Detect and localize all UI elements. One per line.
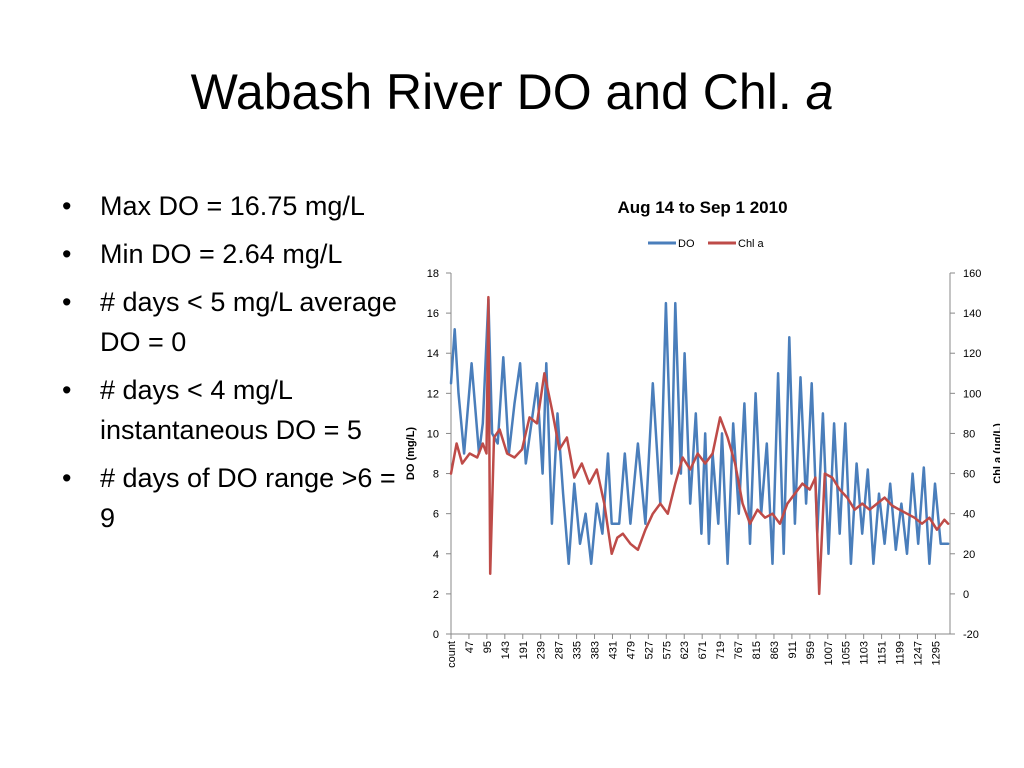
do-chl-line-chart: Aug 14 to Sep 1 2010 DO Chl a 0 2 4 6 8 10 12 14 16… xyxy=(405,198,1000,668)
left-tick-label: 16 xyxy=(427,308,439,320)
left-tick-label: 12 xyxy=(427,388,439,400)
bullet-dot-icon: • xyxy=(62,239,72,269)
x-tick-label: 1151 xyxy=(877,641,889,665)
bullet-text: # days < 4 mg/L instantaneous DO = 5 xyxy=(100,375,362,445)
legend-item: Chl a xyxy=(708,238,765,250)
left-tick-label: 4 xyxy=(433,549,439,561)
x-tick-label: 143 xyxy=(500,641,512,659)
bullet-item: • # days < 4 mg/L instantaneous DO = 5 xyxy=(60,370,410,450)
chl-a-series-line xyxy=(449,295,950,596)
left-tick-label: 10 xyxy=(427,428,439,440)
x-tick-label: 575 xyxy=(661,641,673,659)
bullet-dot-icon: • xyxy=(62,375,72,405)
right-tick-label: 60 xyxy=(963,469,975,481)
x-tick-label: 1247 xyxy=(912,641,924,665)
x-tick-label: 191 xyxy=(518,641,530,659)
right-tick-label: 120 xyxy=(963,348,981,360)
x-tick-label: 1007 xyxy=(823,641,835,665)
left-tick-label: 18 xyxy=(427,268,439,280)
chart-legend: DO Chl a xyxy=(648,238,765,250)
left-tick-label: 14 xyxy=(427,348,439,360)
right-tick-label: 40 xyxy=(963,509,975,521)
right-tick-label: 20 xyxy=(963,549,975,561)
x-tick-label: 527 xyxy=(643,641,655,659)
x-tick-label: 767 xyxy=(733,641,745,659)
bullet-item: • # days < 5 mg/L average DO = 0 xyxy=(60,282,410,362)
bullet-text: Max DO = 16.75 mg/L xyxy=(100,191,365,221)
bullet-list: • Max DO = 16.75 mg/L • Min DO = 2.64 mg/L… xyxy=(60,186,410,546)
x-tick-label: count xyxy=(446,641,458,668)
x-tick-label: 47 xyxy=(464,641,476,653)
bullet-text: Min DO = 2.64 mg/L xyxy=(100,239,343,269)
left-tick-label: 0 xyxy=(433,629,439,641)
bullet-item: • Max DO = 16.75 mg/L xyxy=(60,186,410,226)
x-tick-label: 95 xyxy=(482,641,494,653)
x-tick-label: 287 xyxy=(554,641,566,659)
bullet-text: # days of DO range >6 = 9 xyxy=(100,463,396,533)
x-tick-label: 383 xyxy=(590,641,602,659)
x-tick-label: 959 xyxy=(805,641,817,659)
x-tick-label: 239 xyxy=(536,641,548,659)
x-tick-label: 911 xyxy=(787,641,799,659)
chart-title: Aug 14 to Sep 1 2010 xyxy=(617,198,787,217)
right-tick-label: 140 xyxy=(963,308,981,320)
right-tick-label: 0 xyxy=(963,589,969,601)
y-axis-title-left: DO (mg/L) xyxy=(405,427,417,480)
bullet-item: • Min DO = 2.64 mg/L xyxy=(60,234,410,274)
x-tick-label: 335 xyxy=(572,641,584,659)
x-tick-label: 815 xyxy=(751,641,763,659)
right-tick-label: 80 xyxy=(963,428,975,440)
left-tick-label: 6 xyxy=(433,509,439,521)
left-tick-label: 8 xyxy=(433,469,439,481)
right-tick-label: 100 xyxy=(963,388,981,400)
x-tick-label: 1103 xyxy=(859,641,871,665)
slide-title: Wabash River DO and Chl. a xyxy=(0,62,1024,122)
bullet-dot-icon: • xyxy=(62,463,72,493)
x-tick-label: 431 xyxy=(607,641,619,659)
slide-title-italic: a xyxy=(805,64,834,120)
x-tick-label: 863 xyxy=(769,641,781,659)
legend-label: DO xyxy=(678,238,695,250)
bullet-dot-icon: • xyxy=(62,191,72,221)
x-tick-label: 1055 xyxy=(841,641,853,665)
bullet-item: • # days of DO range >6 = 9 xyxy=(60,458,410,538)
bullet-dot-icon: • xyxy=(62,287,72,317)
x-tick-label: 479 xyxy=(625,641,637,659)
left-tick-label: 2 xyxy=(433,589,439,601)
x-tick-label: 1295 xyxy=(930,641,942,665)
legend-item: DO xyxy=(648,238,695,250)
bullet-text: # days < 5 mg/L average DO = 0 xyxy=(100,287,397,357)
right-tick-label: -20 xyxy=(963,629,979,641)
do-series-line xyxy=(449,297,950,566)
x-tick-label: 623 xyxy=(679,641,691,659)
x-tick-label: 1199 xyxy=(895,641,907,665)
right-tick-label: 160 xyxy=(963,268,981,280)
legend-label: Chl a xyxy=(738,238,765,250)
y-axis-title-right: Chl a (ug/L) xyxy=(992,423,1000,484)
slide-title-main: Wabash River DO and Chl. xyxy=(190,64,792,120)
x-tick-label: 671 xyxy=(697,641,709,659)
x-tick-label: 719 xyxy=(715,641,727,659)
